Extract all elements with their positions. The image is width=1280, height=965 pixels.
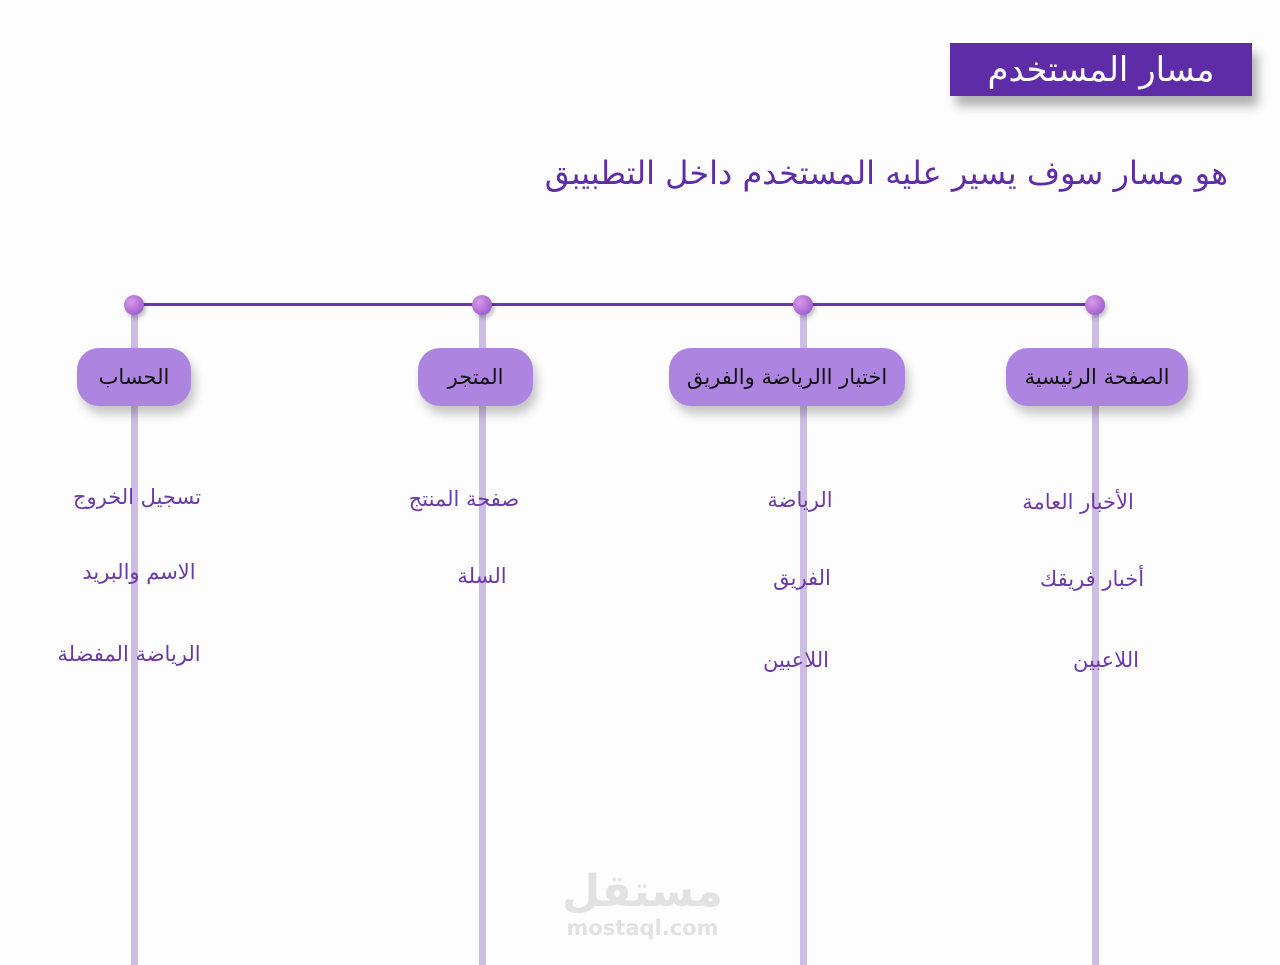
watermark-logo: مستقل mostaql.com [562, 866, 723, 941]
column-line [800, 305, 807, 965]
node-store: المتجر [418, 348, 533, 406]
list-item: الاسم والبريد [82, 560, 196, 584]
list-item: أخبار فريقك [1039, 567, 1145, 591]
watermark-latin: mostaql.com [566, 916, 719, 940]
column-line [131, 305, 138, 965]
list-item: الفريق [773, 566, 831, 590]
node-dot [124, 295, 144, 315]
node-home: الصفحة الرئيسية [1006, 348, 1188, 406]
list-item: تسجيل الخروج [72, 485, 202, 509]
list-item: الرياضة [767, 488, 833, 512]
node-account: الحساب [77, 348, 191, 406]
column-line [1092, 305, 1099, 965]
list-item: الأخبار العامة [1022, 490, 1134, 514]
node-dot [793, 295, 813, 315]
column-line [479, 305, 486, 965]
node-dot [1085, 295, 1105, 315]
list-item: الرياضة المفضلة [57, 642, 201, 666]
list-item: اللاعبين [763, 648, 829, 672]
subtitle: هو مسار سوف يسير عليه المستخدم داخل التط… [544, 154, 1228, 192]
node-sport-team: اختيار االرياضة والفريق [669, 348, 905, 406]
watermark-arabic: مستقل [562, 866, 723, 917]
list-item: صفحة المنتج [408, 487, 520, 511]
list-item: السلة [457, 564, 507, 588]
list-item: اللاعبين [1073, 648, 1139, 672]
page-title: مسار المستخدم [950, 43, 1252, 96]
node-dot [472, 295, 492, 315]
timeline-connector [134, 303, 1095, 306]
